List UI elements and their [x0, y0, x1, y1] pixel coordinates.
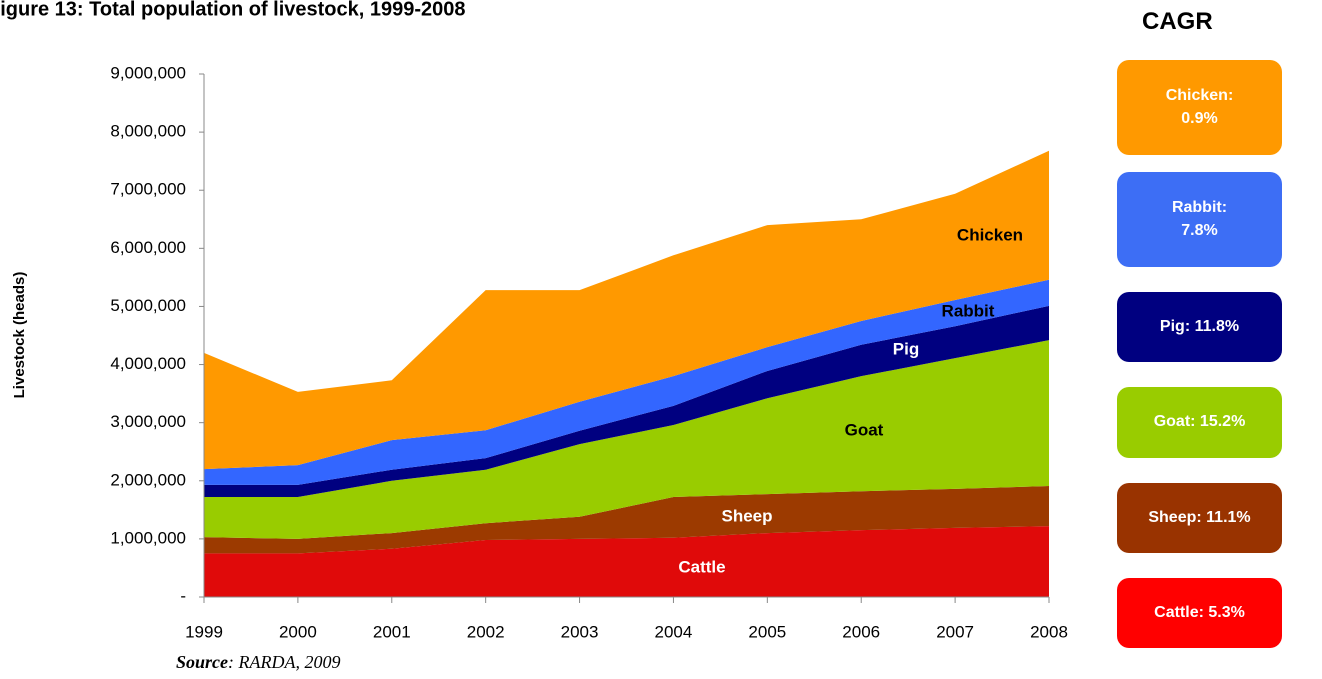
area — [204, 486, 1049, 554]
cagr-box: Pig: 11.8% — [1117, 292, 1282, 362]
series-label: Cattle — [678, 557, 725, 576]
cagr-label: Rabbit: 7.8% — [1171, 199, 1228, 239]
x-tick-label: 2005 — [748, 622, 786, 641]
y-tick-label: 4,000,000 — [110, 354, 186, 373]
source-text: : RARDA, 2009 — [228, 652, 340, 672]
area — [204, 305, 1049, 498]
series-label: Sheep — [721, 506, 772, 525]
x-tick-label: 2007 — [936, 622, 974, 641]
area — [204, 150, 1049, 470]
x-tick-label: 2000 — [279, 622, 317, 641]
cagr-label: Goat: 15.2% — [1153, 413, 1246, 431]
series-label: Goat — [845, 420, 884, 439]
cagr-box: Sheep: 11.1% — [1117, 483, 1282, 553]
y-tick-label: 2,000,000 — [110, 470, 186, 489]
y-tick-label: - — [180, 586, 186, 605]
cagr-title: CAGR — [1142, 8, 1213, 35]
cagr-box: Rabbit: 7.8% — [1117, 172, 1282, 267]
x-tick-label: 2004 — [655, 622, 693, 641]
x-tick-label: 2008 — [1030, 622, 1068, 641]
y-tick-label: 8,000,000 — [110, 122, 186, 141]
area — [204, 340, 1049, 539]
source-label: Source — [176, 652, 228, 672]
y-tick-label: 1,000,000 — [110, 528, 186, 547]
cagr-label: Chicken: 0.9% — [1165, 87, 1234, 127]
y-tick-label: 3,000,000 — [110, 412, 186, 431]
cagr-box: Goat: 15.2% — [1117, 387, 1282, 458]
series-label: Chicken — [957, 225, 1023, 244]
x-tick-label: 1999 — [185, 622, 223, 641]
chart-title: Figure 13: Total population of livestock… — [0, 0, 466, 20]
y-tick-label: 9,000,000 — [110, 63, 186, 82]
source: Source: RARDA, 2009 — [176, 652, 341, 672]
y-tick-label: 6,000,000 — [110, 238, 186, 257]
plot-area: Cattle Sheep Goat Pig Rabbit Chicken - 1,000,00… — [110, 63, 1068, 641]
x-tick-label: 2006 — [842, 622, 880, 641]
series-label: Rabbit — [942, 301, 995, 320]
cagr-label: Cattle: 5.3% — [1154, 603, 1245, 621]
x-tick-label: 2003 — [561, 622, 599, 641]
cagr-box: Chicken: 0.9% — [1117, 60, 1282, 155]
cagr-box: Cattle: 5.3% — [1117, 578, 1282, 648]
series-label: Pig — [893, 339, 919, 358]
cagr-label: Pig: 11.8% — [1159, 317, 1240, 335]
x-tick-label: 2001 — [373, 622, 411, 641]
x-tick-label: 2002 — [467, 622, 505, 641]
y-axis-label: Livestock (heads) — [11, 272, 28, 399]
area — [204, 526, 1049, 597]
area — [204, 279, 1049, 485]
cagr-label: Sheep: 11.1% — [1148, 508, 1251, 526]
y-tick-label: 7,000,000 — [110, 180, 186, 199]
y-tick-label: 5,000,000 — [110, 296, 186, 315]
